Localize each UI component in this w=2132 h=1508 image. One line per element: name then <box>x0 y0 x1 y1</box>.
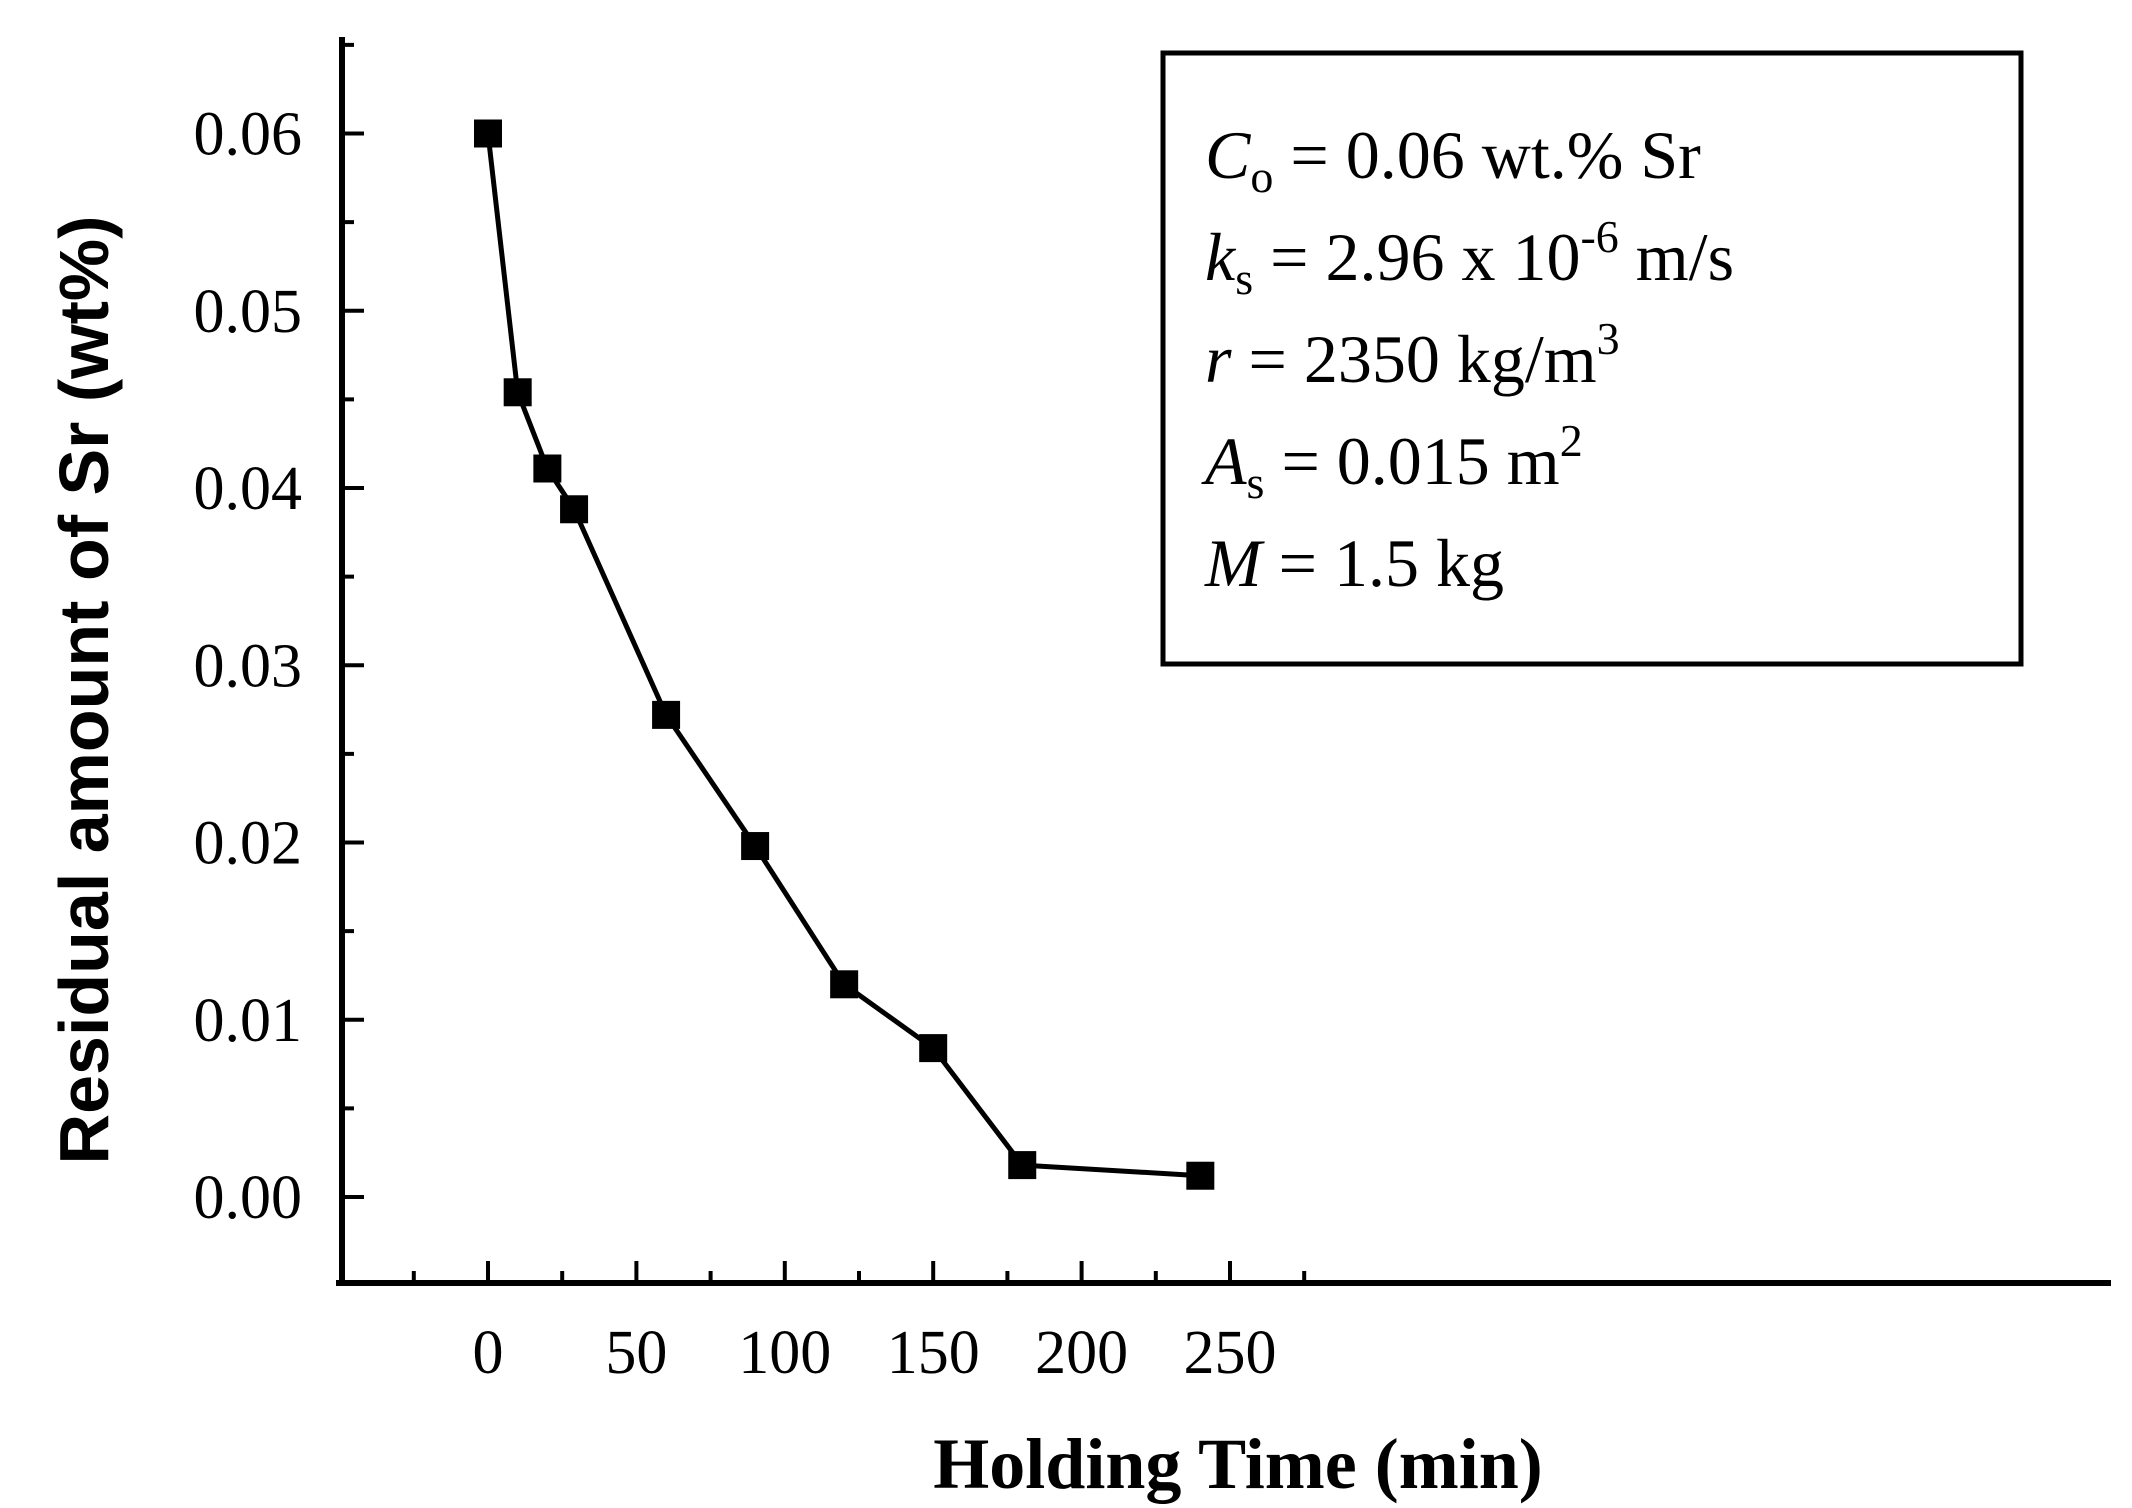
data-point <box>1186 1161 1215 1190</box>
y-tick-label: 0.03 <box>194 632 303 700</box>
annotation-box: Co = 0.06 wt.% Sr ks = 2.96 x 10-6 m/s r… <box>1160 50 2024 667</box>
y-tick-label: 0.05 <box>194 278 303 346</box>
annotation-line-4: As = 0.015 m2 <box>1201 415 1583 508</box>
x-tick-label: 0 <box>473 1319 504 1387</box>
y-tick-label: 0.02 <box>194 810 303 878</box>
y-axis-title: Residual amount of Sr (wt%) <box>45 216 123 1165</box>
data-point <box>830 970 859 999</box>
annotation-line-5: M = 1.5 kg <box>1204 525 1504 601</box>
series <box>474 119 1215 1190</box>
annotation-line-1: Co = 0.06 wt.% Sr <box>1205 117 1701 202</box>
x-ticks: 0 50 100 150 200 250 <box>411 1261 1307 1387</box>
data-point <box>560 495 589 524</box>
data-point <box>652 700 681 729</box>
annotation-line-2: ks = 2.96 x 10-6 m/s <box>1205 211 1734 304</box>
data-point <box>919 1034 948 1063</box>
data-point <box>474 119 502 148</box>
y-tick-label: 0.04 <box>194 455 303 523</box>
x-tick-label: 250 <box>1184 1319 1277 1387</box>
y-tick-label: 0.01 <box>194 987 303 1055</box>
x-tick-label: 100 <box>738 1319 831 1387</box>
y-ticks: 0.00 0.01 0.02 0.03 0.04 0.05 0.06 <box>194 42 364 1232</box>
x-tick-label: 150 <box>887 1319 980 1387</box>
x-axis-title: Holding Time (min) <box>933 1424 1542 1504</box>
data-point <box>533 454 562 483</box>
data-point <box>503 378 532 407</box>
x-tick-label: 200 <box>1035 1319 1128 1387</box>
series-line <box>485 133 1201 1179</box>
y-tick-label: 0.00 <box>194 1164 303 1232</box>
y-tick-label: 0.06 <box>194 101 303 169</box>
axes <box>336 37 2111 1286</box>
data-point <box>741 832 770 861</box>
data-point <box>1008 1151 1037 1180</box>
x-tick-label: 50 <box>605 1319 667 1387</box>
annotation-line-3: r = 2350 kg/m3 <box>1205 313 1620 397</box>
annotation-frame <box>1160 50 2024 667</box>
